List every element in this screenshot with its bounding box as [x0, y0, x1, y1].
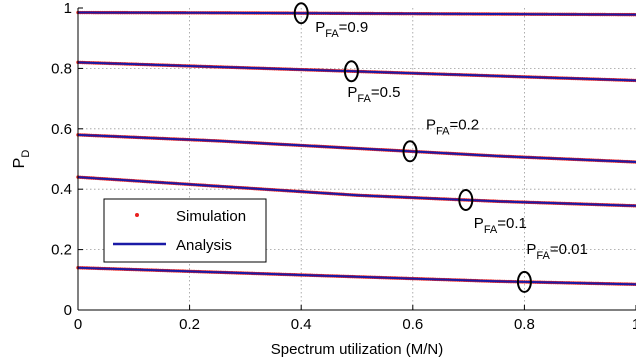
y-tick-label: 0.8 [51, 60, 72, 77]
legend-analysis-label: Analysis [176, 237, 232, 254]
x-tick-label: 0.4 [291, 316, 312, 333]
y-tick-label: 0.6 [51, 121, 72, 138]
y-tick-label: 0 [64, 302, 72, 319]
x-tick-label: 0.6 [402, 316, 423, 333]
legend: Simulation Analysis [104, 199, 266, 262]
y-axis-label: PD [11, 150, 32, 169]
x-tick-label: 0 [74, 316, 82, 333]
x-tick-label: 0.8 [514, 316, 535, 333]
legend-simulation-swatch [135, 213, 139, 217]
y-tick-label: 1 [64, 0, 72, 17]
x-axis-label: Spectrum utilization (M/N) [271, 341, 444, 358]
x-tick-label: 0.2 [179, 316, 200, 333]
y-tick-label: 0.4 [51, 181, 72, 198]
x-tick-label: 1 [632, 316, 636, 333]
legend-simulation-label: Simulation [176, 208, 246, 225]
y-tick-label: 0.2 [51, 242, 72, 259]
